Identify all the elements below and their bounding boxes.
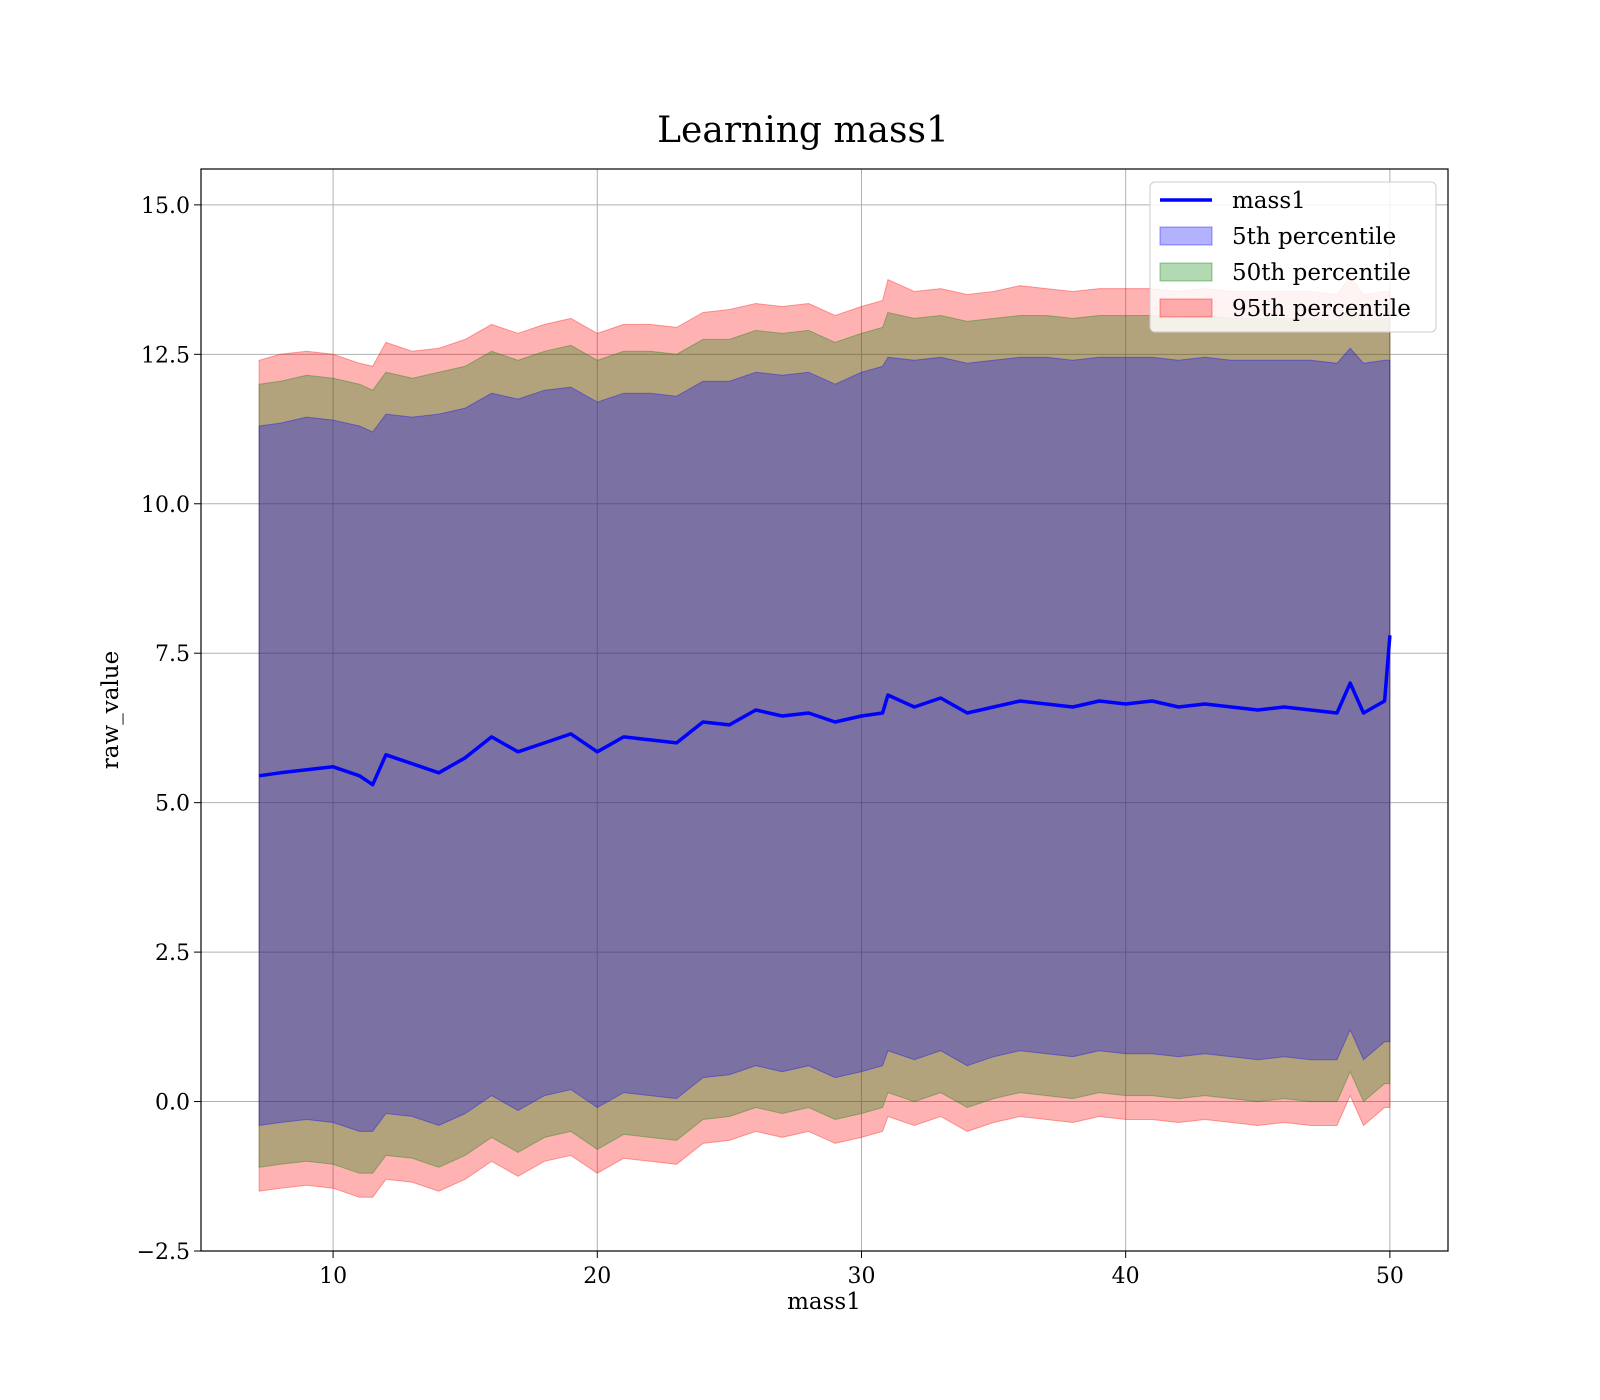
band-95th-percentile [258, 275, 1391, 1198]
legend-swatch-5th-percentile [1159, 226, 1213, 246]
y-tick-label: 0.0 [155, 1091, 190, 1116]
x-axis-label: mass1 [787, 1289, 861, 1315]
y-tick-label: 5.0 [155, 792, 190, 817]
legend-label-95th-percentile: 95th percentile [1232, 296, 1411, 322]
x-tick-label: 10 [319, 1264, 347, 1289]
y-tick-label: 2.5 [155, 941, 190, 966]
y-tick-label: −2.5 [137, 1240, 190, 1265]
x-tick-label: 30 [847, 1264, 875, 1289]
series-lines [258, 635, 1392, 787]
y-tick-label: 12.5 [141, 343, 190, 368]
y-axis-label: raw_value [98, 651, 124, 769]
legend: mass1 5th percentile 50th percentile 95t… [1149, 181, 1437, 333]
band-5th-percentile [258, 347, 1391, 1132]
legend-label-5th-percentile: 5th percentile [1232, 224, 1396, 250]
x-axis-ticks: 10 20 30 40 50 [319, 1251, 1404, 1289]
y-tick-label: 15.0 [141, 194, 190, 219]
x-tick-label: 40 [1112, 1264, 1140, 1289]
y-axis-ticks: −2.5 0.0 2.5 5.0 7.5 10.0 12.5 15.0 [137, 194, 201, 1265]
percentile-bands [258, 275, 1391, 1198]
legend-label-mass1: mass1 [1232, 188, 1306, 214]
legend-swatch-95th-percentile [1159, 298, 1213, 318]
line-mass1 [258, 635, 1392, 787]
band-50th-percentile [258, 305, 1391, 1174]
x-tick-label: 50 [1376, 1264, 1404, 1289]
y-tick-label: 7.5 [155, 642, 190, 667]
legend-label-50th-percentile: 50th percentile [1232, 260, 1411, 286]
y-tick-label: 10.0 [141, 493, 190, 518]
plot-frame [200, 168, 1449, 1252]
legend-box [1149, 181, 1437, 333]
chart-title: Learning mass1 [657, 110, 949, 151]
x-tick-label: 20 [583, 1264, 611, 1289]
legend-swatch-50th-percentile [1159, 262, 1213, 282]
